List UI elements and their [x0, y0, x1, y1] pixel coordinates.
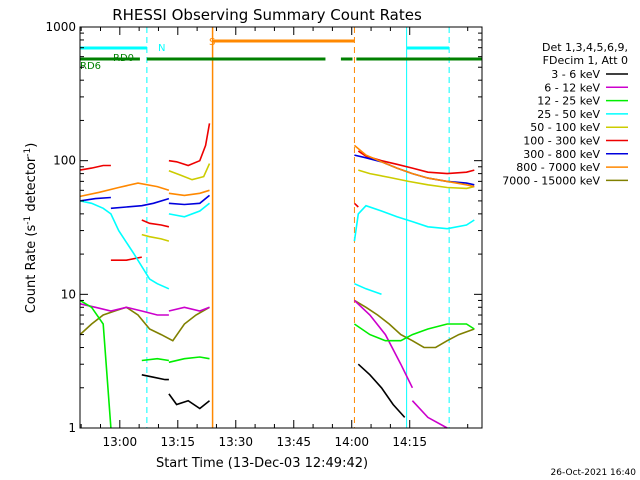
legend-header: Det 1,3,4,5,6,9, [542, 41, 628, 54]
x-tick-label: 13:00 [103, 435, 138, 449]
series-line [79, 164, 111, 171]
series-line [354, 282, 382, 296]
series-line [353, 323, 475, 342]
legend-label: 6 - 12 keV [544, 81, 600, 94]
y-tick-label: 1 [68, 421, 76, 435]
legend-label: 300 - 800 keV [523, 148, 600, 161]
series-line [353, 204, 475, 242]
series-line [79, 196, 111, 202]
legend-label: 7000 - 15000 keV [502, 174, 600, 187]
y-axis-label: Count Rate (s-1 detector-1) [23, 143, 39, 314]
x-axis-label: Start Time (13-Dec-03 12:49:42) [156, 456, 368, 471]
y-tick-label: 10 [61, 287, 76, 301]
chart-title: RHESSI Observing Summary Count Rates [112, 6, 422, 24]
series-line [168, 189, 210, 197]
flag-label: S [209, 37, 215, 48]
series-line [168, 393, 211, 410]
legend-label: 50 - 100 keV [530, 121, 600, 134]
legend-label: 100 - 300 keV [523, 135, 600, 148]
series-line [141, 357, 170, 362]
series-line [168, 123, 211, 167]
series-line [358, 169, 475, 190]
plot-frame [79, 26, 483, 429]
x-tick-label: 13:15 [160, 435, 195, 449]
legend-label: 12 - 25 keV [537, 95, 600, 108]
series-line [110, 197, 170, 210]
series-line [357, 150, 475, 175]
series-line [141, 374, 169, 381]
series-line [168, 306, 210, 312]
flag-label: RD6 [80, 61, 101, 72]
series-line [411, 400, 448, 429]
series-line [141, 233, 170, 242]
series-line [79, 306, 210, 342]
series-line [141, 219, 170, 228]
x-tick-label: 14:15 [392, 435, 427, 449]
series-line [79, 299, 112, 429]
series-line [79, 182, 170, 198]
legend-label: 25 - 50 keV [537, 108, 600, 121]
series-line [168, 356, 210, 364]
legend-label: 3 - 6 keV [551, 68, 600, 81]
series-line [79, 200, 170, 290]
series-line [353, 144, 475, 188]
x-tick-label: 13:30 [218, 435, 253, 449]
y-tick-label: 100 [53, 154, 76, 168]
series-line [168, 202, 210, 218]
series-line [353, 202, 359, 208]
series-line [353, 299, 475, 349]
legend-label: 800 - 7000 keV [516, 161, 600, 174]
series-line [353, 299, 414, 389]
flag-label: RD0 [113, 53, 134, 64]
series-line [79, 303, 169, 316]
flag-label: N [158, 43, 165, 54]
x-tick-label: 14:00 [334, 435, 369, 449]
series-line [354, 154, 475, 186]
x-tick-label: 13:45 [276, 435, 311, 449]
series-line [168, 194, 211, 206]
footer-timestamp: 26-Oct-2021 16:40 [551, 468, 637, 478]
series-line [168, 163, 211, 181]
y-tick-label: 1000 [45, 20, 76, 34]
legend-header: FDecim 1, Att 0 [543, 54, 628, 67]
series-line [357, 363, 406, 418]
legend: Det 1,3,4,5,6,9,FDecim 1, Att 03 - 6 keV… [502, 41, 628, 187]
